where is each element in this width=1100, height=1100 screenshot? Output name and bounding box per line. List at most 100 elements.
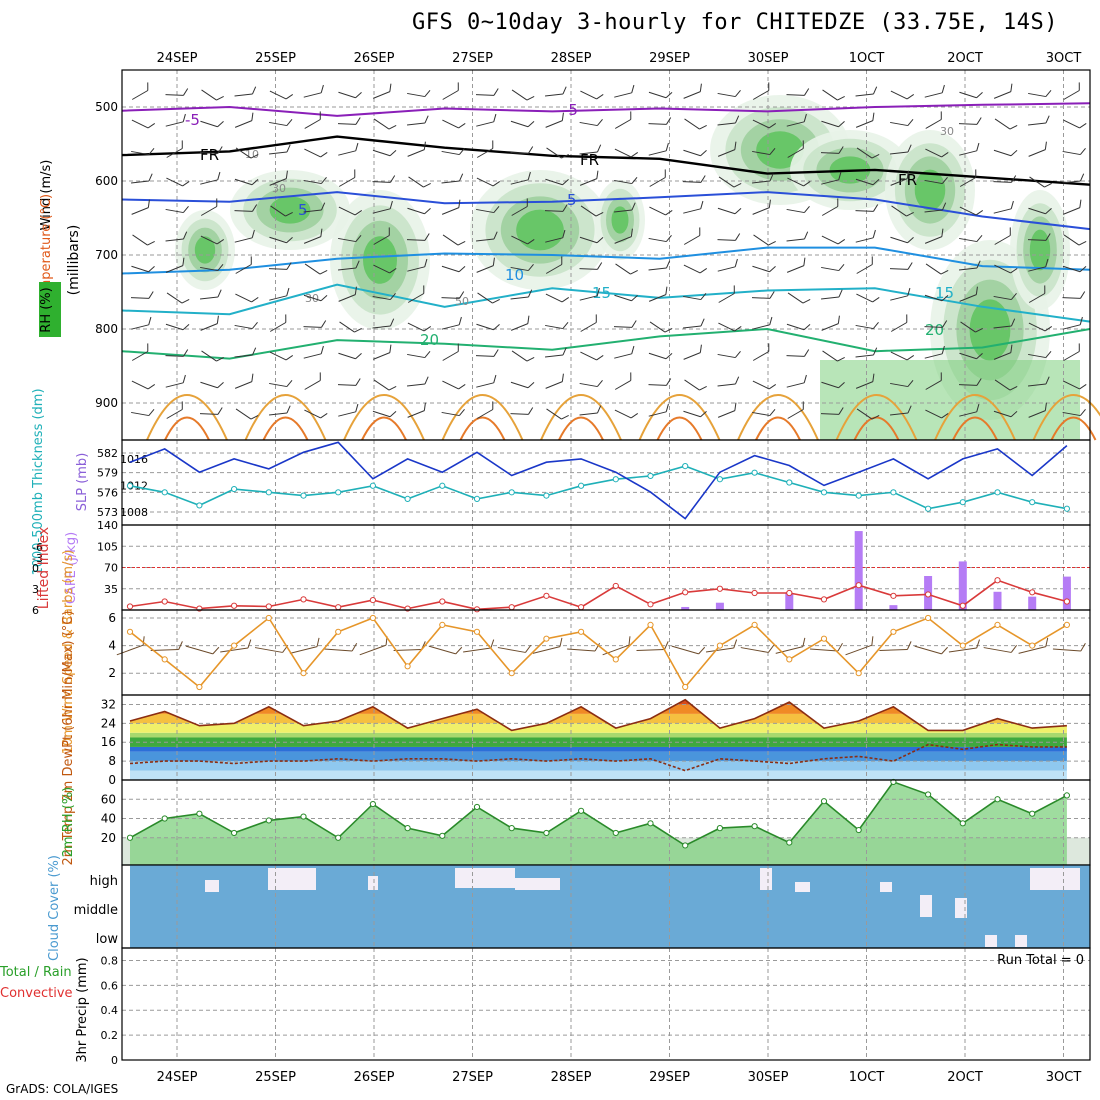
wind-barb-shaft [821, 381, 839, 389]
wind-speed-line-point [300, 670, 307, 677]
wind-barb [511, 235, 535, 245]
wind-barb-shaft [476, 208, 494, 214]
wind-barb [270, 205, 293, 217]
wind-barb [959, 403, 980, 417]
rh-line-point [994, 796, 1001, 803]
wind-barb-shaft [958, 384, 978, 386]
wind-barb-shaft [855, 237, 874, 243]
wind-barb-flag [148, 316, 152, 325]
wind-barb-shaft [150, 649, 179, 651]
wind-barb-shaft [201, 89, 217, 101]
wind-barb-shaft [165, 94, 184, 96]
rh-shade [363, 236, 397, 284]
wind-barb-flag [1045, 258, 1049, 267]
wind-barb-flag [769, 409, 776, 416]
wind-barb [338, 352, 362, 360]
rh-line-point [682, 842, 689, 849]
wind-barb [235, 408, 259, 420]
lifted-index-line-point [647, 601, 654, 608]
lifted-index-line-point [820, 596, 828, 603]
wind-barb-flag [490, 639, 495, 649]
date-label-bottom: 29SEP [649, 1070, 690, 1085]
wind-barb [752, 265, 776, 273]
wind-barb-flag [527, 238, 535, 245]
wind-barb-shaft [821, 235, 839, 245]
date-label-bottom: 28SEP [551, 1070, 592, 1085]
wind-barb-shaft [269, 90, 287, 100]
thickness-line-point [890, 489, 897, 496]
wind-barb [406, 233, 430, 241]
wind-barb-flag [1010, 149, 1018, 157]
wind-barb-shaft [269, 351, 287, 361]
ytick-label: 16 [101, 735, 116, 749]
wind-barb [718, 322, 742, 332]
wind-barb-shaft [994, 379, 1011, 391]
wind-barb-shaft [234, 381, 253, 389]
wind-barb-flag [872, 322, 879, 329]
wind-barb-flag [147, 122, 156, 129]
ytick-label: 573 [97, 506, 118, 519]
wind-barb-shaft [717, 353, 736, 359]
wind-barb-flag [976, 639, 980, 649]
wind-barb [1027, 233, 1051, 241]
wind-barb [511, 89, 535, 101]
wind-barb-flag [354, 328, 362, 333]
wind-barb-shaft [544, 354, 564, 358]
wind-barb-flag [251, 178, 259, 186]
wind-barb-shaft [477, 292, 493, 304]
wind-barb-shaft [545, 178, 563, 186]
wind-barb-shaft [614, 409, 632, 419]
wind-barb [649, 321, 673, 333]
wind-barb-flag [803, 180, 811, 187]
wind-barb-shaft [1028, 266, 1046, 272]
wind-barb [510, 407, 534, 415]
thickness-line-point [126, 482, 134, 489]
wind-barb-flag [251, 322, 258, 329]
wind-barb [338, 235, 362, 243]
wind-barb-shaft [441, 207, 460, 215]
wind-barb [890, 351, 915, 361]
wind-barb [1063, 234, 1087, 246]
wind-barb [753, 234, 776, 246]
rh-line-point [612, 829, 619, 837]
wind-barb-flag [664, 328, 673, 333]
wind-barb-shaft [545, 324, 563, 330]
wind-barb-flag [595, 314, 597, 323]
lifted-index-line-point [578, 604, 585, 611]
wind-barb-shaft [406, 383, 426, 387]
thickness-line-point [925, 505, 932, 512]
wind-barb-flag [526, 357, 535, 362]
wind-barb-shaft [131, 119, 149, 129]
wind-barb-shaft [303, 326, 322, 328]
wind-barb-shaft [373, 379, 390, 391]
wind-barb-flag [698, 646, 706, 655]
wind-barb-shaft [441, 265, 460, 273]
wind-barb-flag [355, 352, 362, 360]
wind-barb-shaft [993, 91, 1012, 99]
wind-barb-flag [1045, 207, 1052, 215]
wind-barb [993, 318, 1016, 329]
wind-barb-flag [976, 378, 982, 386]
wind-barb-flag [941, 177, 948, 184]
wind-barb-flag [699, 344, 702, 353]
wind-barb [372, 318, 395, 329]
wind-barb-shaft [648, 150, 667, 156]
wind-barb-shaft [845, 644, 873, 656]
lifted-index-line-point [682, 589, 689, 596]
wind-barb-shaft [717, 266, 736, 272]
wind-barb-shaft [510, 413, 529, 415]
wind-barb-flag [838, 120, 845, 128]
wind-barb-flag [561, 415, 569, 420]
contour-label: FR [580, 151, 599, 169]
wind-barb-flag [769, 265, 776, 273]
wind-barb [786, 349, 810, 357]
wind-barb-flag [1010, 267, 1018, 274]
wind-barb-flag [561, 373, 564, 382]
thickness-line-point [161, 489, 168, 496]
wind-barb-shaft [359, 644, 387, 656]
wind-barb [752, 409, 776, 417]
wind-barb [579, 405, 602, 416]
wind-barb-shaft [821, 206, 839, 216]
wind-barb-shaft [580, 205, 597, 217]
